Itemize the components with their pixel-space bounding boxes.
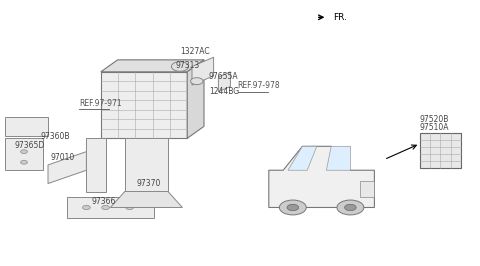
Text: FR.: FR. [334,13,348,22]
Text: 97370: 97370 [137,178,161,188]
Polygon shape [125,138,168,194]
Circle shape [279,200,306,215]
Polygon shape [5,117,48,136]
Polygon shape [192,57,214,85]
Polygon shape [5,138,43,170]
Text: 97360B: 97360B [41,132,70,141]
Circle shape [21,150,27,153]
Polygon shape [101,60,204,72]
Text: 97010: 97010 [50,153,75,162]
Text: 97365D: 97365D [14,141,45,150]
Text: REF.97-971: REF.97-971 [79,99,122,108]
Bar [420,133,461,168]
Polygon shape [218,72,230,92]
Text: 97655A: 97655A [209,72,239,81]
Polygon shape [187,60,204,138]
Text: 97313: 97313 [175,61,200,70]
Circle shape [287,204,299,211]
Text: 97510A: 97510A [420,123,449,132]
Polygon shape [110,192,182,207]
Polygon shape [101,72,187,138]
Circle shape [337,200,364,215]
Text: 97520B: 97520B [420,115,449,124]
Text: 1327AC: 1327AC [180,47,210,56]
Circle shape [126,205,133,210]
Polygon shape [67,197,154,218]
Text: 1244BG: 1244BG [209,87,239,96]
Text: 97366: 97366 [91,197,116,206]
Polygon shape [269,146,374,207]
Circle shape [171,62,189,71]
Circle shape [191,78,203,85]
Polygon shape [86,138,106,192]
Text: REF.97-978: REF.97-978 [238,81,280,90]
Circle shape [83,205,90,210]
Polygon shape [48,152,86,184]
Circle shape [345,204,356,211]
Polygon shape [326,146,350,170]
Polygon shape [360,181,374,197]
Circle shape [21,160,27,164]
Circle shape [102,205,109,210]
Polygon shape [288,146,317,170]
